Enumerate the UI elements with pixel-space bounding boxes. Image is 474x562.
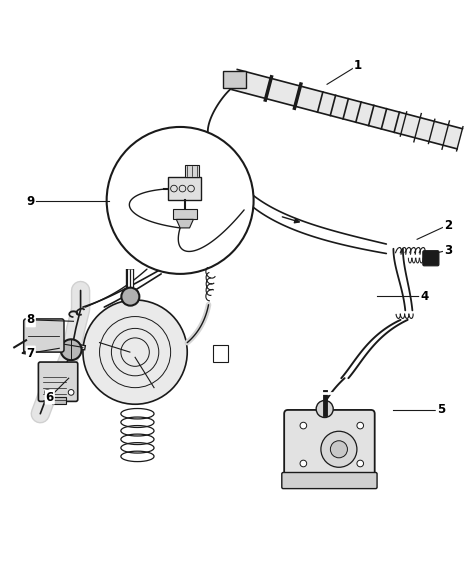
Bar [173, 209, 197, 219]
Circle shape [330, 441, 347, 458]
Bar [168, 176, 201, 201]
Circle shape [61, 339, 82, 360]
Circle shape [357, 460, 364, 467]
Circle shape [300, 422, 307, 429]
Circle shape [321, 431, 357, 467]
Polygon shape [176, 219, 193, 228]
FancyBboxPatch shape [24, 319, 64, 352]
Circle shape [121, 288, 139, 306]
Bar [185, 165, 199, 176]
Text: 8: 8 [27, 314, 35, 327]
FancyBboxPatch shape [282, 473, 377, 488]
Bar [52, 397, 66, 404]
Circle shape [83, 300, 187, 404]
Circle shape [45, 389, 50, 395]
Text: 5: 5 [437, 404, 445, 416]
Circle shape [107, 127, 254, 274]
Text: 9: 9 [27, 195, 35, 208]
Circle shape [68, 389, 74, 395]
Circle shape [300, 460, 307, 467]
Text: 4: 4 [420, 289, 428, 303]
FancyBboxPatch shape [213, 345, 228, 361]
Text: 2: 2 [444, 219, 452, 232]
Text: 6: 6 [46, 391, 54, 404]
Circle shape [357, 422, 364, 429]
Polygon shape [232, 70, 463, 149]
Circle shape [316, 401, 333, 418]
Text: 7: 7 [27, 347, 35, 360]
FancyBboxPatch shape [284, 410, 374, 479]
Text: 3: 3 [444, 244, 452, 257]
FancyBboxPatch shape [423, 251, 439, 266]
Text: 1: 1 [354, 59, 362, 72]
FancyBboxPatch shape [38, 362, 78, 401]
FancyBboxPatch shape [223, 71, 246, 88]
